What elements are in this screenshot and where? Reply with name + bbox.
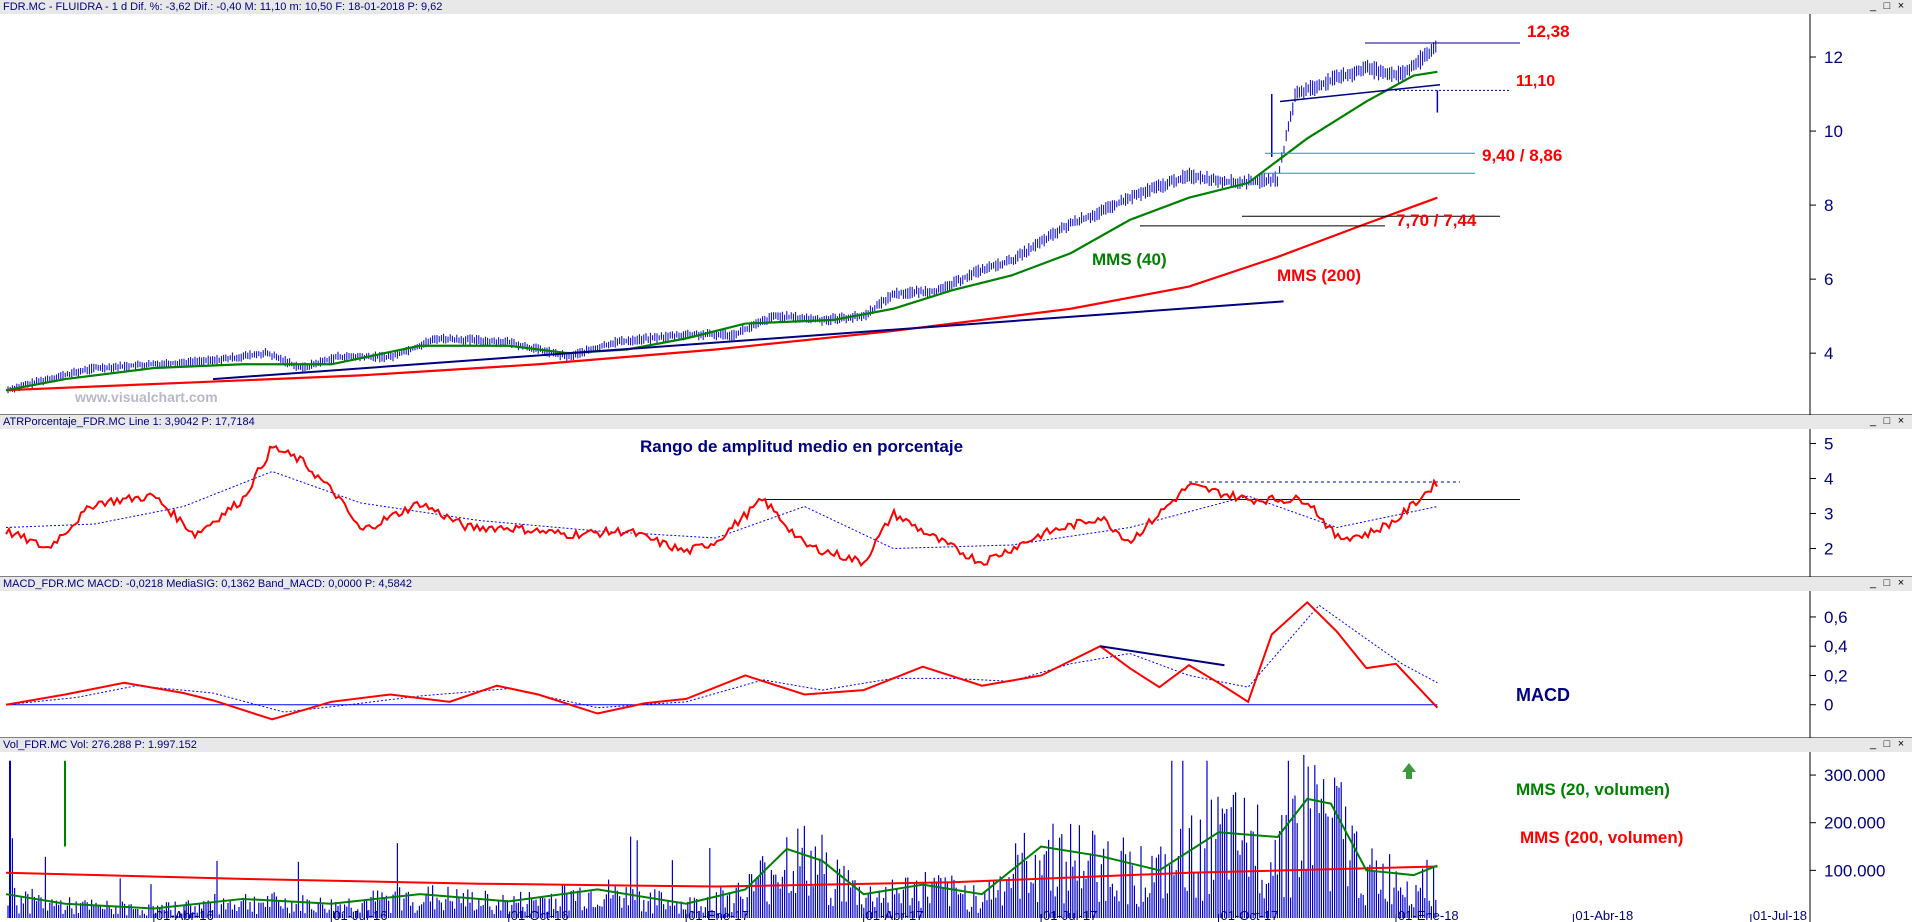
annotation-high: 12,38 — [1527, 22, 1570, 41]
macd-divergence-line — [1100, 645, 1225, 667]
x-tick-label: 01-Abr-18 — [1575, 908, 1633, 922]
minimize-icon[interactable]: _ — [1869, 738, 1877, 750]
close-icon[interactable]: × — [1897, 738, 1905, 750]
atr-title: Rango de amplitud medio en porcentaje — [640, 437, 964, 456]
y-tick-label: 6 — [1824, 270, 1833, 289]
y-tick-label: 0,6 — [1824, 608, 1848, 627]
mms40-line — [5, 70, 1438, 392]
atr-header-text: ATRPorcentaje_FDR.MC Line 1: 3,9042 P: 1… — [3, 416, 255, 428]
volume-panel[interactable]: Vol_FDR.MC Vol: 276.288 P: 1.997.152 _ □ ×… — [0, 738, 1912, 922]
macd-signal-line — [5, 604, 1438, 713]
minimize-icon[interactable]: _ — [1869, 415, 1877, 427]
x-tick-label: 01-Abr-16 — [156, 908, 214, 922]
label-mms20-vol: MMS (20, volumen) — [1516, 780, 1670, 799]
close-icon[interactable]: × — [1897, 0, 1905, 12]
y-tick-label: 100.000 — [1824, 861, 1885, 880]
price-window-controls[interactable]: _ □ × — [1866, 0, 1908, 14]
macd-panel[interactable]: MACD_FDR.MC MACD: -0,0218 MediaSIG: 0,13… — [0, 577, 1912, 738]
vol-panel-header: Vol_FDR.MC Vol: 276.288 P: 1.997.152 _ □ × — [0, 738, 1912, 752]
y-tick-label: 8 — [1824, 196, 1833, 215]
close-icon[interactable]: × — [1897, 577, 1905, 589]
y-tick-label: 3 — [1824, 505, 1833, 524]
atr-panel[interactable]: ATRPorcentaje_FDR.MC Line 1: 3,9042 P: 1… — [0, 415, 1912, 577]
mms200-line — [5, 196, 1438, 392]
atr-line — [5, 444, 1438, 567]
y-tick-label: 4 — [1824, 344, 1833, 363]
minimize-icon[interactable]: _ — [1869, 577, 1877, 589]
label-mms40: MMS (40) — [1092, 250, 1167, 269]
volume-chart[interactable]: 100.000 200.000 300.000 01-Abr-16 01-Jul-16 0… — [0, 738, 1912, 922]
vol-window-controls[interactable]: _ □ × — [1866, 738, 1908, 752]
label-mms200-vol: MMS (200, volumen) — [1520, 828, 1684, 847]
x-tick-label: 01-Ene-18 — [1398, 908, 1459, 922]
atr-panel-header: ATRPorcentaje_FDR.MC Line 1: 3,9042 P: 1… — [0, 415, 1912, 429]
x-tick-label: 01-Jul-16 — [333, 908, 387, 922]
mms200_vol-line — [5, 865, 1438, 888]
maximize-icon[interactable]: □ — [1883, 415, 1891, 427]
x-tick-label: 01-Ene-17 — [688, 908, 749, 922]
y-tick-label: 0,2 — [1824, 666, 1848, 685]
close-icon[interactable]: × — [1897, 415, 1905, 427]
y-tick-label: 200.000 — [1824, 814, 1885, 833]
macd-title: MACD — [1516, 685, 1570, 705]
x-tick-label: 01-Oct-16 — [511, 908, 569, 922]
macd-line — [5, 600, 1439, 721]
mms20_vol-line — [5, 797, 1438, 910]
label-mms200: MMS (200) — [1277, 266, 1362, 285]
y-tick-label: 0,4 — [1824, 637, 1848, 656]
vol-header-text: Vol_FDR.MC Vol: 276.288 P: 1.997.152 — [3, 739, 197, 751]
x-tick-label: 01-Jul-17 — [1043, 908, 1097, 922]
maximize-icon[interactable]: □ — [1883, 0, 1891, 12]
atr-signal-line — [5, 470, 1438, 550]
annotation-resistance: 11,10 — [1516, 73, 1556, 90]
annotation-support-1: 9,40 / 8,86 — [1482, 146, 1563, 165]
watermark: www.visualchart.com — [75, 389, 218, 405]
macd-window-controls[interactable]: _ □ × — [1866, 577, 1908, 591]
price-chart[interactable]: 4 6 8 10 12 — [0, 0, 1912, 415]
x-tick-label: 01-Oct-17 — [1221, 908, 1279, 922]
y-tick-label: 2 — [1824, 540, 1833, 559]
up-arrow-icon — [1402, 763, 1416, 779]
minimize-icon[interactable]: _ — [1869, 0, 1877, 12]
macd-chart[interactable]: 0 0,2 0,4 0,6 — [0, 577, 1912, 738]
price-header-text: FDR.MC - FLUIDRA - 1 d Dif. %: -3,62 Dif… — [3, 1, 443, 13]
x-tick-label: 01-Abr-17 — [866, 908, 924, 922]
trend-line — [212, 300, 1284, 381]
price-panel[interactable]: FDR.MC - FLUIDRA - 1 d Dif. %: -3,62 Dif… — [0, 0, 1912, 415]
x-tick-label: 01-Jul-18 — [1753, 908, 1807, 922]
maximize-icon[interactable]: □ — [1883, 577, 1891, 589]
y-tick-label: 5 — [1824, 435, 1833, 454]
atr-window-controls[interactable]: _ □ × — [1866, 415, 1908, 429]
price-panel-header: FDR.MC - FLUIDRA - 1 d Dif. %: -3,62 Dif… — [0, 0, 1912, 14]
y-tick-label: 12 — [1824, 48, 1843, 67]
y-tick-label: 10 — [1824, 122, 1843, 141]
macd-panel-header: MACD_FDR.MC MACD: -0,0218 MediaSIG: 0,13… — [0, 577, 1912, 591]
y-tick-label: 4 — [1824, 470, 1833, 489]
maximize-icon[interactable]: □ — [1883, 738, 1891, 750]
channel-line — [1279, 84, 1441, 103]
annotation-support-2: 7,70 / 7,44 — [1396, 211, 1477, 230]
atr-chart[interactable]: 2 3 4 5 — [0, 415, 1912, 577]
y-tick-label: 300.000 — [1824, 766, 1885, 785]
macd-header-text: MACD_FDR.MC MACD: -0,0218 MediaSIG: 0,13… — [3, 578, 413, 590]
y-tick-label: 0 — [1824, 696, 1833, 715]
